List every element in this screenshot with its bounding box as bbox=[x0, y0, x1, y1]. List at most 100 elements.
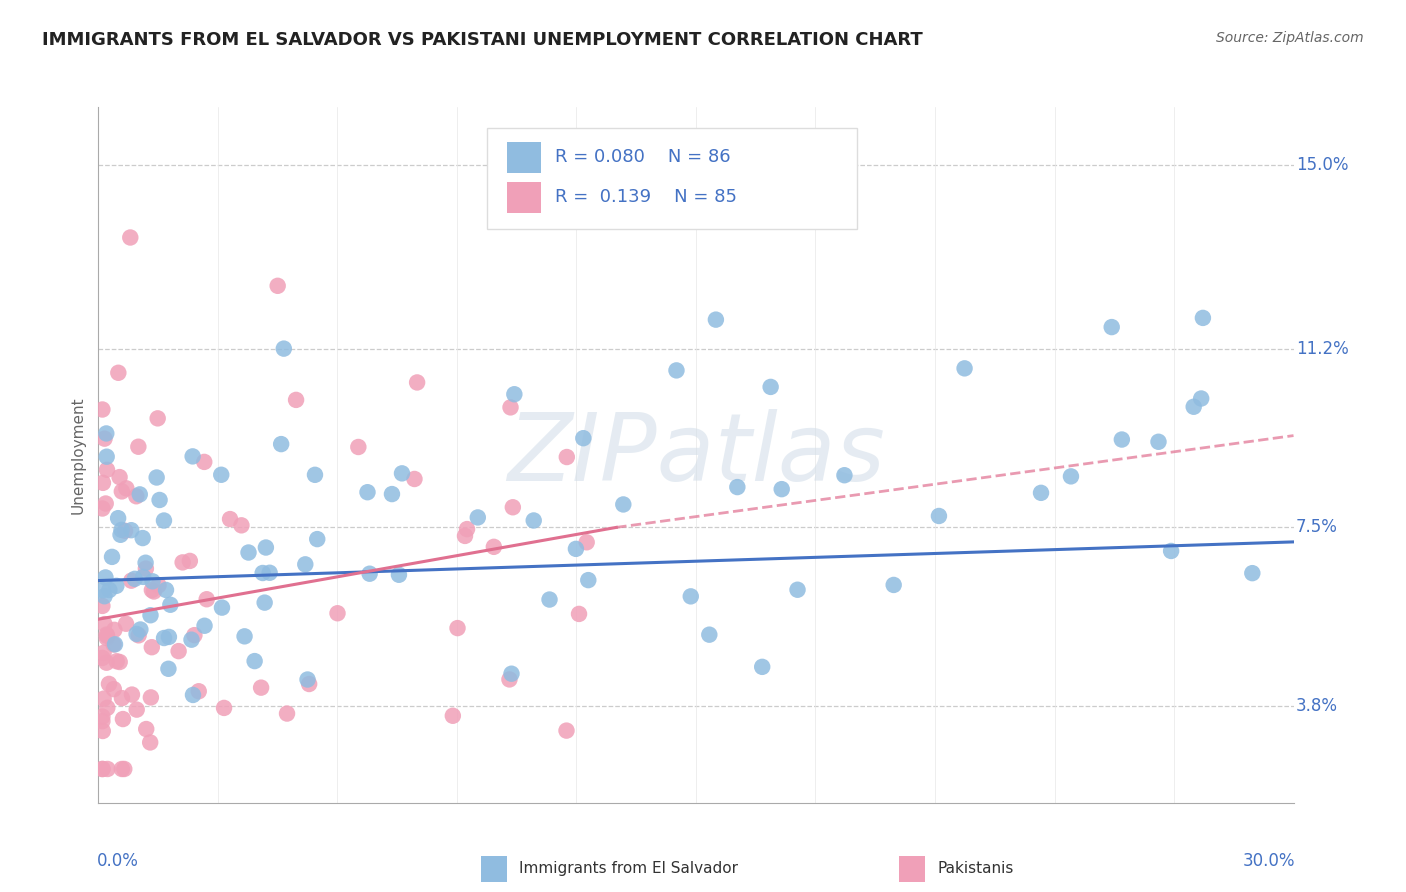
Point bbox=[1192, 310, 1215, 325]
Point bbox=[219, 512, 242, 526]
Bar bbox=[508, 142, 541, 173]
Point bbox=[94, 570, 117, 584]
Point bbox=[498, 673, 520, 687]
Text: IMMIGRANTS FROM EL SALVADOR VS PAKISTANI UNEMPLOYMENT CORRELATION CHART: IMMIGRANTS FROM EL SALVADOR VS PAKISTANI… bbox=[42, 31, 922, 49]
Point bbox=[135, 556, 157, 570]
Point bbox=[135, 561, 157, 575]
Point bbox=[120, 574, 142, 588]
Point bbox=[538, 592, 561, 607]
Text: 30.0%: 30.0% bbox=[1243, 852, 1295, 870]
Point bbox=[502, 500, 524, 515]
Point bbox=[132, 570, 155, 584]
Text: R =  0.139    N = 85: R = 0.139 N = 85 bbox=[555, 188, 737, 206]
Point bbox=[91, 723, 114, 738]
Point bbox=[93, 617, 115, 632]
Point bbox=[441, 708, 464, 723]
Point bbox=[612, 498, 634, 512]
Point bbox=[96, 631, 118, 645]
Point bbox=[142, 584, 165, 599]
Point bbox=[347, 440, 370, 454]
Point bbox=[751, 660, 773, 674]
Y-axis label: Unemployment: Unemployment bbox=[70, 396, 86, 514]
Point bbox=[499, 401, 522, 415]
Point bbox=[195, 592, 218, 607]
Text: ZIPatlas: ZIPatlas bbox=[508, 409, 884, 500]
Point bbox=[725, 480, 748, 494]
Point bbox=[120, 230, 142, 244]
Point bbox=[153, 631, 176, 645]
Point bbox=[555, 450, 578, 464]
Point bbox=[141, 574, 163, 589]
Text: Immigrants from El Salvador: Immigrants from El Salvador bbox=[519, 862, 738, 877]
Point bbox=[103, 682, 125, 697]
Point bbox=[127, 440, 149, 454]
Point bbox=[1182, 400, 1205, 414]
Point bbox=[124, 572, 146, 586]
Point bbox=[928, 508, 950, 523]
Text: 15.0%: 15.0% bbox=[1296, 156, 1348, 174]
Point bbox=[243, 654, 266, 668]
Point bbox=[139, 608, 162, 623]
Point bbox=[181, 688, 204, 702]
Point bbox=[356, 485, 378, 500]
Text: 3.8%: 3.8% bbox=[1296, 698, 1339, 715]
Point bbox=[98, 582, 121, 597]
Point bbox=[91, 599, 114, 613]
Point bbox=[131, 531, 153, 545]
Point bbox=[786, 582, 808, 597]
Point bbox=[834, 468, 856, 483]
Point bbox=[97, 677, 120, 691]
Point bbox=[501, 666, 523, 681]
Point bbox=[259, 566, 281, 580]
Point bbox=[107, 366, 129, 380]
Bar bbox=[900, 855, 925, 882]
Point bbox=[180, 632, 202, 647]
Point bbox=[115, 616, 138, 631]
Point bbox=[467, 510, 489, 524]
Point bbox=[665, 363, 688, 377]
Point bbox=[103, 623, 125, 637]
Point bbox=[167, 644, 190, 658]
Point bbox=[304, 467, 326, 482]
Text: Source: ZipAtlas.com: Source: ZipAtlas.com bbox=[1216, 31, 1364, 45]
Point bbox=[697, 628, 720, 642]
Point bbox=[273, 342, 295, 356]
Point bbox=[1111, 433, 1133, 447]
Point bbox=[211, 600, 233, 615]
Point bbox=[1147, 434, 1170, 449]
Point bbox=[101, 549, 124, 564]
Point bbox=[129, 623, 152, 637]
Point bbox=[482, 540, 505, 554]
Point bbox=[446, 621, 468, 635]
Point bbox=[148, 493, 170, 508]
Point bbox=[267, 278, 290, 293]
Point bbox=[503, 387, 526, 401]
Point bbox=[96, 450, 118, 464]
Point bbox=[157, 630, 180, 644]
Point bbox=[193, 455, 215, 469]
Point bbox=[91, 583, 114, 598]
Point bbox=[404, 472, 426, 486]
Point bbox=[1029, 486, 1052, 500]
Point bbox=[111, 762, 134, 776]
Point bbox=[96, 762, 118, 776]
Point bbox=[233, 629, 256, 643]
Point bbox=[91, 762, 114, 776]
Point bbox=[1160, 544, 1182, 558]
Text: Pakistanis: Pakistanis bbox=[938, 862, 1014, 877]
Point bbox=[679, 590, 702, 604]
Point bbox=[96, 701, 118, 715]
Point bbox=[145, 470, 167, 484]
Point bbox=[105, 654, 128, 668]
Point bbox=[103, 638, 125, 652]
Point bbox=[91, 475, 114, 490]
Text: 7.5%: 7.5% bbox=[1296, 518, 1337, 536]
Point bbox=[181, 450, 204, 464]
Point bbox=[96, 629, 118, 643]
Point bbox=[114, 524, 136, 538]
Point bbox=[285, 392, 308, 407]
Point bbox=[91, 709, 114, 723]
Point bbox=[141, 640, 163, 655]
Bar bbox=[508, 182, 541, 213]
Point bbox=[294, 558, 316, 572]
